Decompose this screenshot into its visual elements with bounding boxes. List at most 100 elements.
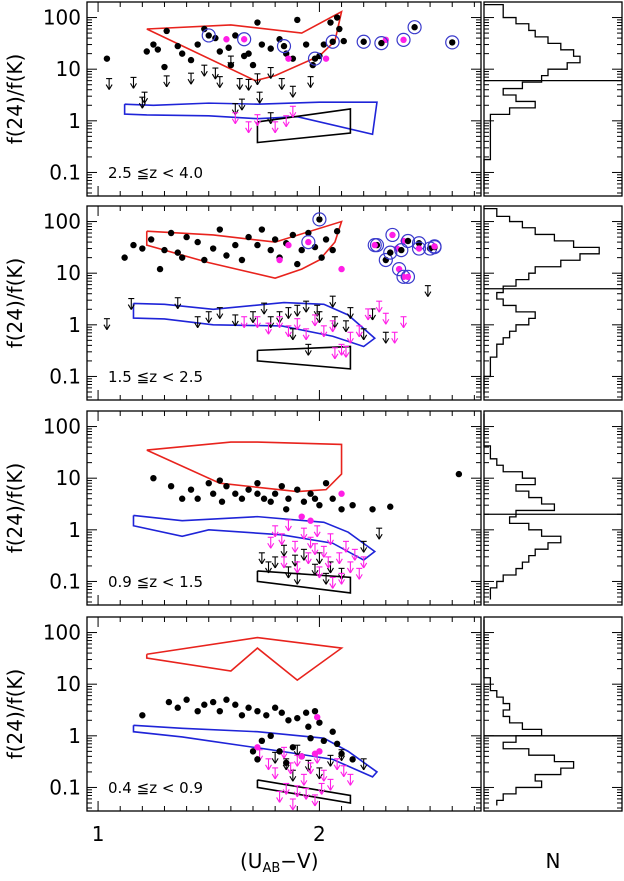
data-point-black [340,37,347,45]
y-tick-label: 0.1 [49,364,81,388]
arrow-stroke [276,322,281,329]
arrow-stroke [330,567,334,574]
data-point-magenta [276,256,283,264]
arrow-stroke [340,771,345,778]
arrow-stroke [382,337,387,344]
data-point-black [254,241,261,249]
upper-limit-arrow [304,343,312,356]
arrow-stroke [360,547,365,553]
arrow-stroke [382,318,387,325]
circled-ring [400,233,416,249]
upper-limit-arrow [346,773,354,786]
upper-limit-arrow [302,787,310,800]
data-point-black [349,501,356,509]
arrow-stroke [321,789,326,795]
arrow-stroke [287,331,292,338]
arrow-stroke [300,533,305,540]
upper-limit-arrow [271,767,279,780]
arrow-stroke [289,334,294,341]
arrow-stroke [320,331,325,338]
upper-limit-arrow [322,572,330,585]
data-point-black [271,236,279,243]
data-point-black-circled [411,24,418,31]
arrow-stroke [292,92,297,98]
arrow-stroke [253,79,258,86]
circled-ring [392,261,407,277]
data-point-black [271,704,279,711]
data-point-black [333,14,341,21]
upper-limit-arrow [346,307,354,319]
histogram-steps [483,413,562,600]
arrow-stroke [231,118,236,125]
upper-limit-arrow [245,121,253,134]
data-point-black [300,498,308,505]
upper-limit-arrow [105,78,113,90]
data-point-black [333,228,341,235]
arrow-stroke [284,313,289,319]
arrow-stroke [385,318,390,325]
upper-limit-arrow [284,519,292,532]
arrow-stroke [318,789,323,795]
arrow-stroke [268,567,272,574]
redshift-label: 1.5 ≦z < 2.5 [108,368,203,386]
arrow-stroke [174,303,179,310]
upper-limit-arrow [265,561,272,574]
arrow-stroke [283,550,288,557]
redshift-label: 0.9 ≦z < 1.5 [108,573,203,591]
y-axis-label: f(24)/f(K) [3,669,27,760]
arrow-stroke [330,761,334,767]
arrow-stroke [338,350,343,356]
data-point-black [316,719,323,726]
arrow-stroke [279,797,284,803]
upper-limit-arrow [375,527,383,540]
y-tick-label: 100 [43,415,81,439]
arrow-stroke [278,84,283,90]
arrow-stroke [293,791,298,798]
data-point-black [329,495,336,502]
upper-limit-arrow [327,533,334,546]
data-point-black [163,27,170,35]
data-point-black [178,495,186,502]
arrow-stroke [346,780,351,786]
arrow-stroke [304,558,309,565]
upper-limit-arrow [267,536,275,549]
upper-limit-arrow [253,316,261,329]
arrow-stroke [249,317,254,324]
arrow-stroke [287,313,292,319]
circled-ring [385,227,400,243]
arrow-stroke [378,533,383,540]
data-point-black [183,233,190,241]
data-point-black [183,696,190,703]
data-point-magenta [298,753,305,760]
arrow-stroke [281,84,286,90]
arrow-stroke [323,331,328,338]
data-point-black [278,482,285,490]
arrow-stroke [270,322,275,329]
data-point-black [216,48,224,55]
arrow-stroke [314,800,319,807]
data-point-black-circled [329,38,336,45]
data-point-black [285,717,292,724]
arrow-stroke [310,82,315,88]
data-point-black [320,737,328,745]
data-point-black [245,233,252,241]
arrow-stroke [291,560,296,567]
arrow-stroke [211,73,216,80]
data-point-magenta-circled [400,36,407,44]
data-point-black-circled [360,38,367,45]
arrow-stroke [280,550,285,557]
arrow-stroke [345,352,350,358]
arrow-stroke [203,70,208,77]
data-point-black [294,16,301,24]
arrow-stroke [372,314,377,321]
data-point-magenta [316,748,323,755]
arrow-stroke [331,353,336,360]
arrow-stroke [305,794,310,800]
data-point-black-circled [404,237,412,245]
hist-frame [483,616,623,812]
upper-limit-arrow [200,64,208,77]
arrow-stroke [303,780,308,786]
arrow-stroke [252,317,257,324]
data-point-magenta [322,55,330,62]
panel-0: 0.1 1 10 100 f(24)/f(K) 2.5 ≦z < 4.0 [3,1,623,197]
